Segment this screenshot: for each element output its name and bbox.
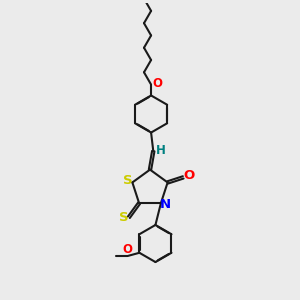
Text: H: H	[156, 143, 166, 157]
Text: S: S	[123, 174, 132, 187]
Text: N: N	[160, 198, 171, 211]
Text: O: O	[122, 244, 132, 256]
Text: O: O	[184, 169, 195, 182]
Text: S: S	[119, 211, 129, 224]
Text: O: O	[152, 77, 162, 90]
